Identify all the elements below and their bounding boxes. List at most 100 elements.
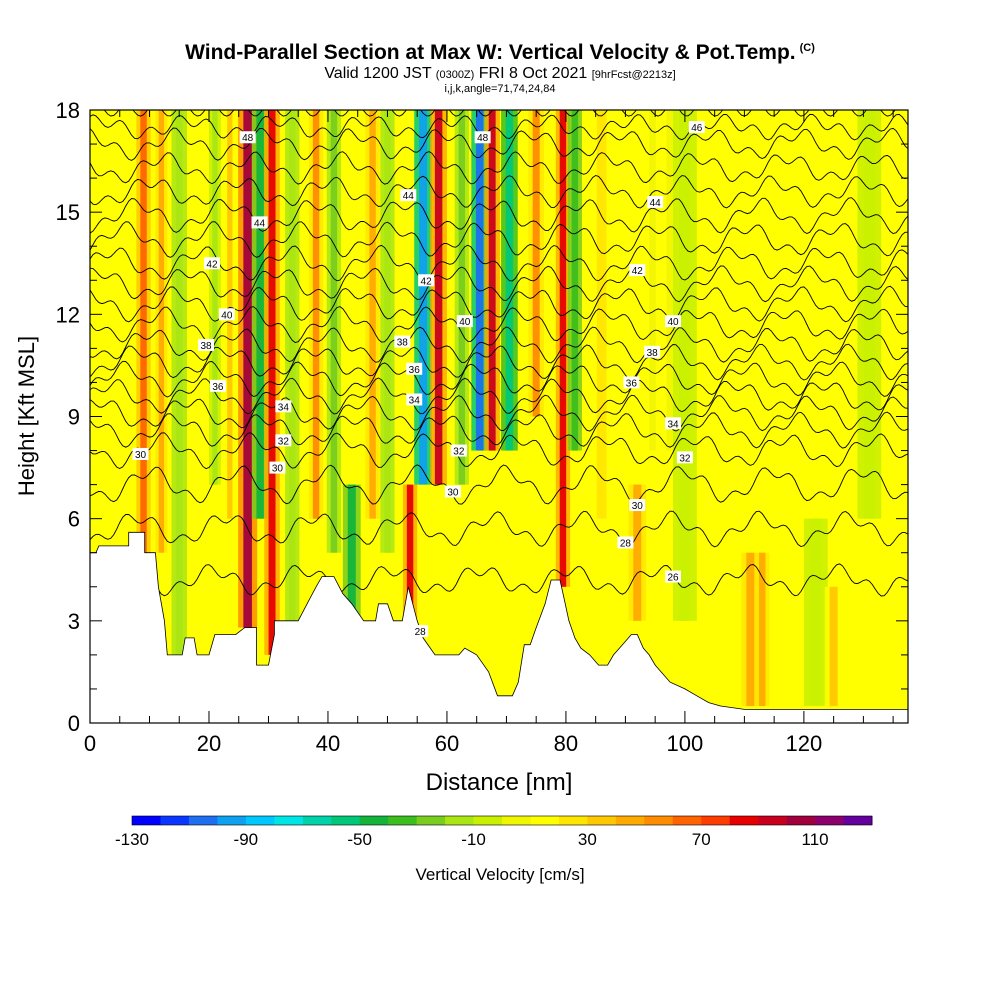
chart-title: Wind-Parallel Section at Max W: Vertical… xyxy=(185,41,796,64)
colorbar-swatch xyxy=(587,816,617,825)
contour-label: 40 xyxy=(218,308,235,321)
colorbar-swatch xyxy=(729,816,759,825)
colorbar-swatch xyxy=(644,816,674,825)
contour-label: 36 xyxy=(623,376,640,389)
contour-label-bg xyxy=(209,379,226,392)
y-tick-label: 15 xyxy=(56,200,80,225)
contour-label: 32 xyxy=(450,444,467,458)
colorbar-swatch xyxy=(160,816,190,825)
theta-contour-line xyxy=(90,110,896,117)
velocity-field xyxy=(136,110,882,706)
colorbar-tick-label: 70 xyxy=(692,830,711,849)
forecast-info: [9hrFcst@2213z] xyxy=(591,69,676,81)
contour-label-bg xyxy=(203,257,220,270)
velocity-band-core xyxy=(829,586,838,706)
contour-label-text: 38 xyxy=(647,348,659,359)
x-tick-label: 100 xyxy=(667,731,704,756)
velocity-band-core xyxy=(759,552,766,706)
contour-label-bg xyxy=(617,536,634,549)
colorbar-swatch xyxy=(558,816,588,825)
contour-label-text: 36 xyxy=(626,378,638,389)
contour-label-text: 40 xyxy=(221,310,233,321)
contour-label-text: 34 xyxy=(409,395,421,406)
velocity-band-core xyxy=(369,110,376,519)
contour-label-text: 36 xyxy=(212,382,224,393)
contour-label-text: 34 xyxy=(278,402,290,413)
contour-label-bg xyxy=(418,274,435,287)
colorbar-tick-label: -130 xyxy=(115,830,149,849)
x-axis-label: Distance [nm] xyxy=(426,769,573,796)
contour-label-bg xyxy=(132,447,149,460)
contour-label-text: 32 xyxy=(453,447,465,458)
contour-label-bg xyxy=(688,121,705,134)
velocity-band-core xyxy=(475,110,484,451)
valid-utc: (0300Z) xyxy=(435,69,475,81)
contour-label-bg xyxy=(275,400,292,413)
contour-label: 32 xyxy=(676,451,693,464)
velocity-band-core xyxy=(312,110,320,519)
colorbar-swatch xyxy=(473,816,503,825)
contour-label-text: 26 xyxy=(667,573,679,584)
colorbar-tick-label: -10 xyxy=(461,830,486,849)
colorbar-swatch xyxy=(245,816,275,825)
colorbar-frame xyxy=(131,815,873,826)
contour-label-text: 46 xyxy=(691,123,703,134)
colorbar-swatch xyxy=(416,816,446,825)
y-tick-label: 0 xyxy=(68,711,80,736)
theta-contour-line xyxy=(90,464,908,505)
contour-label-text: 28 xyxy=(620,539,632,550)
contour-label-bg xyxy=(198,338,215,351)
colorbar-swatch xyxy=(188,816,218,825)
colorbar-swatch xyxy=(815,816,845,825)
theta-contour-line xyxy=(90,360,908,398)
contour-label-text: 42 xyxy=(632,266,644,277)
velocity-band-core xyxy=(596,110,607,519)
contour-label-text: 38 xyxy=(397,338,409,349)
contour-label: 38 xyxy=(644,345,661,359)
contour-label-bg xyxy=(665,417,682,430)
colorbar-swatch xyxy=(786,816,816,825)
terrain-mask xyxy=(90,531,908,723)
theta-contour-line xyxy=(90,306,908,344)
velocity-band-core xyxy=(810,518,822,706)
x-tick-label: 60 xyxy=(435,731,459,756)
contour-label-bg xyxy=(647,195,664,208)
contour-label: 34 xyxy=(406,393,423,406)
theta-contour-line xyxy=(90,265,908,303)
colorbar-swatch xyxy=(843,816,873,825)
colorbar-swatch xyxy=(132,816,161,825)
theta-contour-line xyxy=(90,377,908,415)
velocity-band-core xyxy=(532,110,540,417)
contour-label-text: 34 xyxy=(667,419,679,430)
contour-label-text: 42 xyxy=(421,276,433,287)
contour-label: 34 xyxy=(275,400,292,413)
velocity-band-core xyxy=(140,110,147,570)
colorbar: -130 -90 -50 -10 30 70 110 xyxy=(115,815,873,849)
velocity-band-core xyxy=(746,552,755,706)
contour-label-text: 38 xyxy=(200,341,212,352)
contour-label: 40 xyxy=(456,315,473,328)
section-params: i,j,k,angle=71,74,24,84 xyxy=(444,83,556,95)
colorbar-tick-label: -50 xyxy=(347,830,372,849)
velocity-band-core xyxy=(330,110,338,553)
contour-label-bg xyxy=(406,393,423,406)
theta-contour-line xyxy=(90,563,908,597)
colorbar-label: Vertical Velocity [cm/s] xyxy=(415,865,584,884)
contour-label-bg xyxy=(676,451,693,464)
contour-label: 26 xyxy=(665,570,682,584)
velocity-band-core xyxy=(633,484,642,621)
contour-label-text: 36 xyxy=(409,365,421,376)
contour-label-text: 30 xyxy=(135,450,147,461)
title-block: Wind-Parallel Section at Max W: Vertical… xyxy=(0,36,1000,95)
colorbar-tick-label: 30 xyxy=(578,830,597,849)
contour-label: 28 xyxy=(412,625,429,638)
colorbar-swatch xyxy=(672,816,702,825)
contour-label-text: 48 xyxy=(242,133,254,144)
chart-title-line: Wind-Parallel Section at Max W: Vertical… xyxy=(0,36,1000,65)
contour-label-bg xyxy=(450,444,467,457)
y-tick-label: 18 xyxy=(56,98,80,123)
contour-label: 30 xyxy=(444,485,461,498)
contour-label-bg xyxy=(644,345,661,358)
plot-area xyxy=(90,110,908,723)
